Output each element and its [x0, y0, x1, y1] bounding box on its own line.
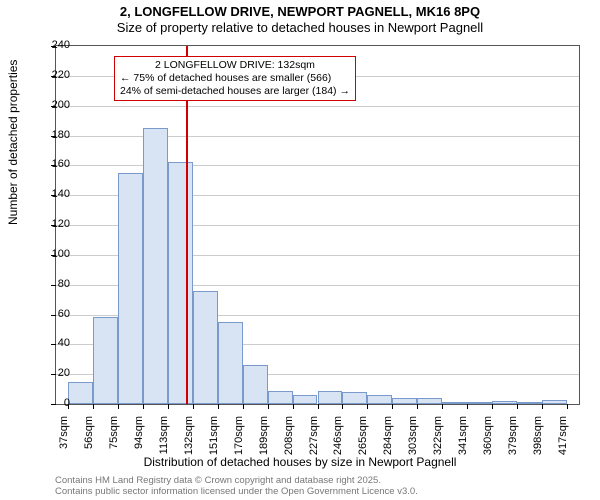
xtick-mark — [318, 404, 319, 409]
ytick-label: 240 — [40, 39, 70, 51]
ytick-label: 40 — [40, 337, 70, 349]
gridline — [56, 136, 579, 137]
histogram-bar — [367, 395, 392, 404]
xtick-mark — [168, 404, 169, 409]
xtick-mark — [342, 404, 343, 409]
histogram-bar — [542, 400, 567, 404]
ytick-label: 100 — [40, 248, 70, 260]
histogram-bar — [218, 322, 243, 404]
gridline — [56, 106, 579, 107]
histogram-bar — [442, 402, 467, 404]
xtick-mark — [218, 404, 219, 409]
xtick-mark — [417, 404, 418, 409]
histogram-bar — [268, 391, 293, 404]
histogram-bar — [417, 398, 442, 404]
xtick-mark — [492, 404, 493, 409]
histogram-bar — [342, 392, 367, 404]
histogram-bar — [467, 402, 492, 404]
ytick-label: 160 — [40, 158, 70, 170]
histogram-bar — [492, 401, 517, 404]
xtick-mark — [143, 404, 144, 409]
ytick-label: 140 — [40, 188, 70, 200]
annotation-larger: 24% of semi-detached houses are larger (… — [120, 85, 350, 98]
ytick-label: 200 — [40, 99, 70, 111]
histogram-bar — [143, 128, 168, 404]
ytick-label: 20 — [40, 367, 70, 379]
footer-attribution: Contains HM Land Registry data © Crown c… — [55, 476, 418, 498]
xtick-mark — [442, 404, 443, 409]
page-title: 2, LONGFELLOW DRIVE, NEWPORT PAGNELL, MK… — [0, 4, 600, 19]
histogram-bar — [68, 382, 93, 404]
annotation-title: 2 LONGFELLOW DRIVE: 132sqm — [120, 59, 350, 72]
histogram-chart: 2 LONGFELLOW DRIVE: 132sqm← 75% of detac… — [55, 45, 580, 405]
gridline — [56, 165, 579, 166]
xtick-mark — [467, 404, 468, 409]
xtick-mark — [392, 404, 393, 409]
ytick-label: 60 — [40, 308, 70, 320]
xtick-mark — [367, 404, 368, 409]
xtick-mark — [243, 404, 244, 409]
ytick-label: 80 — [40, 278, 70, 290]
xtick-mark — [517, 404, 518, 409]
histogram-bar — [93, 317, 118, 404]
ytick-label: 180 — [40, 129, 70, 141]
page-subtitle: Size of property relative to detached ho… — [0, 20, 600, 35]
xtick-mark — [193, 404, 194, 409]
x-axis-label: Distribution of detached houses by size … — [0, 455, 600, 469]
annotation-smaller: ← 75% of detached houses are smaller (56… — [120, 72, 350, 85]
histogram-bar — [118, 173, 143, 404]
xtick-mark — [542, 404, 543, 409]
annotation-box: 2 LONGFELLOW DRIVE: 132sqm← 75% of detac… — [114, 56, 356, 101]
histogram-bar — [517, 402, 542, 404]
footer-line2: Contains public sector information licen… — [55, 487, 418, 498]
xtick-mark — [93, 404, 94, 409]
histogram-bar — [168, 162, 193, 404]
histogram-bar — [392, 398, 417, 404]
xtick-mark — [567, 404, 568, 409]
ytick-label: 120 — [40, 218, 70, 230]
xtick-mark — [118, 404, 119, 409]
histogram-bar — [293, 395, 318, 404]
histogram-bar — [193, 291, 218, 404]
xtick-mark — [268, 404, 269, 409]
xtick-mark — [293, 404, 294, 409]
y-axis-label: Number of detached properties — [6, 60, 20, 225]
histogram-bar — [243, 365, 268, 404]
ytick-label: 0 — [40, 397, 70, 409]
ytick-label: 220 — [40, 69, 70, 81]
histogram-bar — [318, 391, 343, 404]
